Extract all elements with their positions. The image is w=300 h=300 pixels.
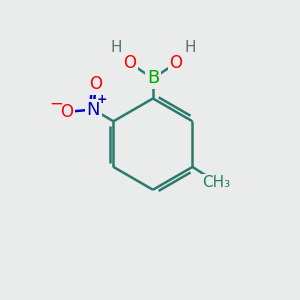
Text: −: − (50, 94, 64, 112)
Text: O: O (169, 54, 182, 72)
Text: N: N (87, 100, 100, 118)
Text: O: O (89, 76, 102, 94)
Text: B: B (147, 69, 159, 87)
Text: +: + (97, 93, 107, 106)
Text: H: H (184, 40, 196, 55)
Text: CH₃: CH₃ (202, 175, 231, 190)
Text: H: H (110, 40, 122, 55)
Text: O: O (60, 103, 74, 121)
Text: O: O (124, 54, 136, 72)
